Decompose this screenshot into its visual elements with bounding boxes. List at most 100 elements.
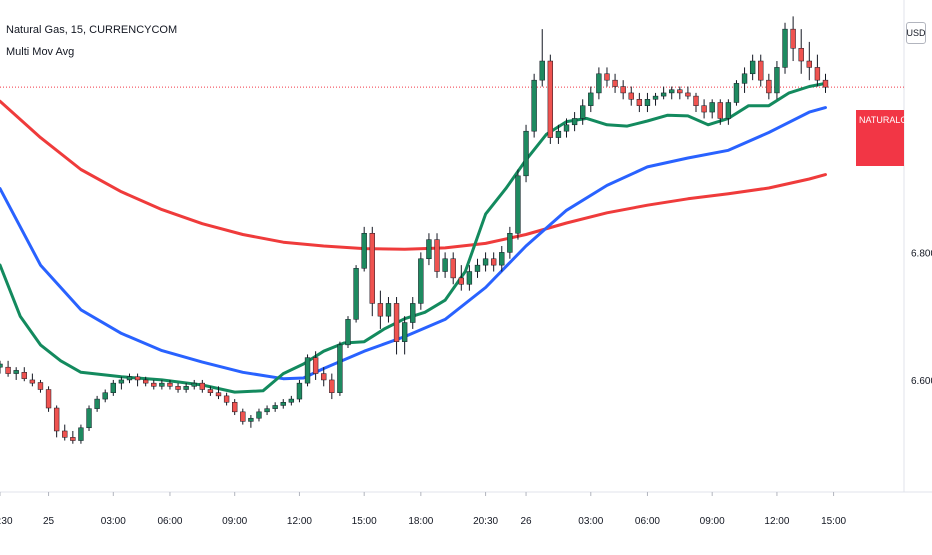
candle-body bbox=[410, 303, 416, 323]
ma-mid-line bbox=[0, 106, 827, 381]
candle-body bbox=[272, 405, 278, 409]
candle-body bbox=[5, 366, 11, 374]
y-tick-label: 6.800 bbox=[911, 248, 932, 259]
x-tick-label: 15:00 bbox=[352, 516, 377, 527]
candle-body bbox=[741, 73, 748, 84]
candle-body bbox=[588, 92, 594, 106]
candle-body bbox=[636, 99, 643, 106]
candle-body bbox=[215, 392, 222, 397]
candle-body bbox=[232, 402, 238, 413]
candle-body bbox=[507, 232, 513, 253]
candle-body bbox=[256, 411, 262, 419]
candle-body bbox=[580, 105, 586, 119]
candle-body bbox=[604, 73, 610, 81]
candle-body bbox=[709, 102, 715, 113]
candle-body bbox=[53, 407, 60, 432]
candle-body bbox=[94, 398, 100, 409]
candle-body bbox=[749, 60, 756, 75]
candle-body bbox=[142, 379, 149, 384]
candle-body bbox=[337, 344, 343, 393]
x-tick-label: 03:00 bbox=[101, 516, 126, 527]
candle-body bbox=[296, 382, 303, 400]
y-tick-label: 6.600 bbox=[911, 376, 932, 387]
x-tick-label: 15:00 bbox=[821, 516, 846, 527]
candle-body bbox=[207, 389, 214, 393]
candle-body bbox=[223, 395, 230, 403]
candle-body bbox=[102, 392, 108, 400]
candle-body bbox=[701, 105, 707, 113]
candle-body bbox=[134, 376, 141, 381]
candle-body bbox=[401, 322, 408, 342]
candle-body bbox=[0, 363, 3, 368]
candle-body bbox=[798, 48, 804, 62]
candle-body bbox=[248, 417, 254, 422]
price-tag-price: 7.059 bbox=[908, 115, 932, 126]
candle-body bbox=[183, 386, 189, 390]
candle-body bbox=[733, 83, 740, 103]
candle-body bbox=[21, 372, 27, 379]
x-tick-label: 26 bbox=[520, 516, 532, 527]
candle-body bbox=[110, 382, 116, 393]
candle-body bbox=[45, 389, 52, 409]
candle-body bbox=[725, 102, 732, 119]
candle-body bbox=[490, 258, 497, 266]
x-tick-label: 09:00 bbox=[222, 516, 247, 527]
candle-body bbox=[288, 398, 295, 403]
candle-body bbox=[596, 73, 602, 94]
candle-body bbox=[547, 60, 554, 138]
x-tick-label: 20:30 bbox=[0, 516, 13, 527]
indicator-legend[interactable]: Multi Mov Avg bbox=[6, 46, 75, 58]
candle-body bbox=[345, 319, 351, 346]
candle-body bbox=[426, 239, 432, 260]
candle-body bbox=[78, 427, 84, 441]
candle-body bbox=[677, 89, 683, 94]
chart-title: Natural Gas, 15, CURRENCYCOM bbox=[6, 24, 178, 36]
x-tick-label: 09:00 bbox=[700, 516, 725, 527]
candle-body bbox=[652, 95, 659, 100]
x-tick-label: 25 bbox=[43, 516, 55, 527]
candle-body bbox=[29, 379, 36, 384]
candle-body bbox=[151, 382, 157, 387]
price-tag-countdown: 06:31 bbox=[908, 145, 932, 156]
candle-body bbox=[523, 130, 529, 177]
candle-body bbox=[669, 89, 675, 94]
candle-body bbox=[118, 379, 125, 384]
candle-body bbox=[264, 408, 270, 413]
candle-body bbox=[620, 86, 626, 94]
x-tick-label: 06:00 bbox=[635, 516, 660, 527]
candle-body bbox=[70, 437, 76, 441]
candle-body bbox=[434, 239, 440, 272]
x-tick-label: 12:00 bbox=[764, 516, 789, 527]
candle-body bbox=[377, 303, 384, 317]
currency-badge[interactable]: USD bbox=[906, 22, 926, 44]
candle-body bbox=[37, 382, 44, 390]
candle-body bbox=[159, 382, 165, 387]
candle-body bbox=[806, 60, 812, 68]
candle-body bbox=[240, 411, 246, 422]
candle-body bbox=[458, 277, 464, 285]
candle-body bbox=[571, 118, 578, 126]
x-tick-label: 06:00 bbox=[157, 516, 182, 527]
candle-body bbox=[685, 92, 691, 97]
candle-body bbox=[628, 92, 634, 100]
candle-body bbox=[644, 99, 651, 106]
candle-body bbox=[167, 382, 173, 387]
candle-body bbox=[758, 60, 764, 81]
candle-body bbox=[393, 303, 400, 342]
candle-body bbox=[693, 95, 699, 106]
candle-body bbox=[321, 373, 327, 381]
candle-body bbox=[515, 175, 521, 234]
candle-body bbox=[361, 232, 367, 269]
candle-body bbox=[304, 357, 311, 384]
candle-body bbox=[312, 357, 319, 374]
candle-body bbox=[774, 67, 780, 94]
candle-body bbox=[531, 79, 537, 132]
candle-body bbox=[790, 28, 796, 49]
candle-body bbox=[86, 408, 92, 429]
candle-body bbox=[482, 258, 489, 266]
candle-body bbox=[499, 252, 505, 266]
last-price-tag: NATURALGAS 7.059 06:31 bbox=[856, 110, 932, 166]
candle-body bbox=[766, 79, 772, 94]
